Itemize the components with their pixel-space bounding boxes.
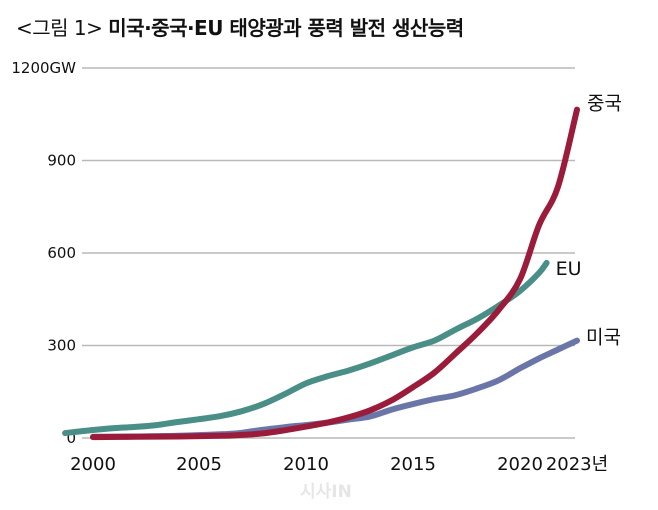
x-tick-label: 2000 [70,454,116,475]
chart-title: <그림 1> 미국·중국·EU 태양광과 풍력 발전 생산능력 [16,12,464,41]
y-axis-ticks: 1200GW 900 600 300 0 [11,59,76,447]
series-labels: 미국 EU 중국 [556,93,622,349]
figure-number: <그림 1> [16,16,103,40]
y-tick-label: 0 [66,429,76,447]
series-label-china: 중국 [587,93,622,115]
x-axis-ticks: 2000 2005 2010 2015 2020 2023년 [70,454,608,475]
gridlines [82,67,575,439]
chart-title-text: 미국·중국·EU 태양광과 풍력 발전 생산능력 [108,16,464,40]
series-label-eu: EU [556,258,582,280]
watermark: 시사IN [300,482,352,502]
x-tick-label: 2015 [390,454,436,475]
x-tick-label: 2023년 [546,454,608,475]
y-tick-label: 1200GW [11,59,76,77]
y-tick-label: 300 [47,337,76,355]
y-tick-label: 900 [47,152,76,170]
x-tick-label: 2020 [497,454,543,475]
series-label-us: 미국 [586,327,621,349]
series-line-china [90,106,580,441]
watermark-text: 시사IN [300,482,352,502]
series-line-eu [62,259,550,437]
y-tick-label: 600 [47,244,76,262]
x-tick-label: 2005 [176,454,222,475]
series-lines [62,106,580,441]
x-tick-label: 2010 [283,454,329,475]
